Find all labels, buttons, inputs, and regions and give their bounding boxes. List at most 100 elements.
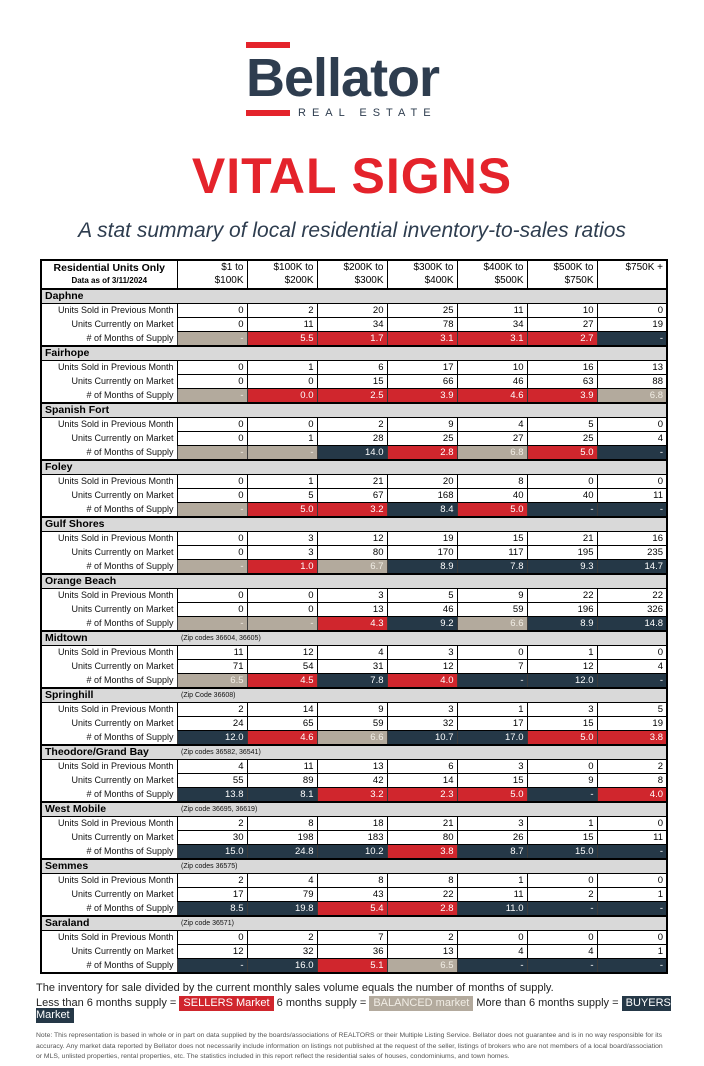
data-cell: 65 — [246, 716, 318, 731]
data-cell: 4 — [246, 873, 318, 888]
area-name: West Mobile — [45, 803, 107, 815]
data-cell: 15 — [526, 830, 598, 845]
supply-cell: 5.5 — [246, 331, 318, 347]
row-label: Units Currently on Market — [71, 946, 174, 956]
data-cell: 0 — [246, 374, 318, 389]
row-label: # of Months of Supply — [86, 389, 174, 400]
supply-cell: - — [526, 502, 598, 518]
row-label: # of Months of Supply — [86, 674, 174, 685]
supply-cell: 24.8 — [246, 844, 318, 860]
area-name: Midtown — [45, 632, 88, 644]
supply-cell: - — [176, 445, 248, 461]
months-supply-row: # of Months of Supply 6.5 4.5 7.8 4.0-12.0- — [41, 673, 668, 689]
months-supply-row: # of Months of Supply -5.5 1.7 3.1 3.1 2.7- — [41, 331, 668, 347]
months-supply-row: # of Months of Supply 15.0 24.8 10.2 3.8 8.7 1… — [41, 844, 668, 860]
data-cell: 1 — [246, 360, 318, 375]
data-cell: 8 — [456, 474, 528, 489]
data-cell: 235 — [596, 545, 668, 560]
supply-cell: - — [526, 901, 598, 917]
data-cell: 3 — [456, 759, 528, 774]
supply-cell: 4.0 — [386, 673, 458, 689]
data-cell: 0 — [176, 545, 248, 560]
sellers-market-badge: SELLERS Market — [179, 996, 274, 1011]
data-cell: 25 — [386, 303, 458, 318]
data-cell: 2 — [526, 887, 598, 902]
vital-signs-table: Residential Units Only Data as of 3/11/20… — [40, 259, 668, 974]
data-cell: 17 — [456, 716, 528, 731]
data-cell: 0 — [176, 488, 248, 503]
supply-cell: - — [596, 844, 668, 860]
supply-cell: 1.0 — [246, 559, 318, 575]
data-cell: 6 — [386, 759, 458, 774]
data-cell: 20 — [386, 474, 458, 489]
area-header-row: Spanish Fort — [41, 402, 667, 418]
supply-cell: 2.7 — [526, 331, 598, 347]
units-on-market-row: Units Currently on Market 0 5 67 168 40 40 11 — [41, 488, 668, 503]
data-cell: 17 — [176, 887, 248, 902]
supply-cell: 4.5 — [246, 673, 318, 689]
data-cell: 8 — [386, 873, 458, 888]
area-header-cell: Spanish Fort — [41, 402, 667, 418]
balanced-market-badge: BALANCED market — [369, 996, 474, 1011]
data-cell: 7 — [456, 659, 528, 674]
supply-cell: - — [596, 673, 668, 689]
data-cell: 4 — [316, 645, 388, 660]
months-supply-row: # of Months of Supply -16.0 5.1 6.5- - - — [41, 958, 668, 974]
supply-cell: 12.0 — [526, 673, 598, 689]
row-label: Units Currently on Market — [71, 604, 174, 614]
months-supply-row: # of Months of Supply -5.0 3.2 8.4 5.0- - — [41, 502, 668, 518]
logo-brand-text: Bellator — [246, 48, 440, 108]
data-cell: 11 — [456, 887, 528, 902]
data-cell: 1 — [596, 887, 668, 902]
row-label: Units Currently on Market — [71, 832, 174, 842]
data-cell: 0 — [246, 588, 318, 603]
data-cell: 168 — [386, 488, 458, 503]
data-cell: 9 — [456, 588, 528, 603]
data-cell: 0 — [176, 930, 248, 945]
data-cell: 80 — [316, 545, 388, 560]
units-on-market-row: Units Currently on Market 17 79 43 22 11 2 1 — [41, 887, 668, 902]
data-cell: 0 — [176, 360, 248, 375]
data-cell: 5 — [246, 488, 318, 503]
supply-cell: 7.8 — [316, 673, 388, 689]
row-label: # of Months of Supply — [86, 446, 174, 457]
supply-cell: 9.3 — [526, 559, 598, 575]
supply-cell: - — [176, 388, 248, 404]
units-sold-row: Units Sold in Previous Month 0 1 6 17 10 16 13 — [41, 360, 668, 375]
units-sold-row: Units Sold in Previous Month 11 12 4 3 0 1 0 — [41, 645, 668, 660]
data-cell: 10 — [456, 360, 528, 375]
area-header-cell: Midtown (Zip codes 36604, 36605) — [41, 630, 667, 646]
supply-cell: 3.8 — [596, 730, 668, 746]
data-cell: 11 — [596, 830, 668, 845]
supply-cell: 12.0 — [176, 730, 248, 746]
data-cell: 1 — [526, 645, 598, 660]
area-header-cell: Saraland (Zip code 36571) — [41, 915, 667, 931]
data-cell: 71 — [176, 659, 248, 674]
data-cell: 30 — [176, 830, 248, 845]
price-range-line1: $1 to — [221, 262, 244, 273]
data-cell: 6 — [316, 360, 388, 375]
area-header-cell: Fairhope — [41, 345, 667, 361]
price-range-line2: $750K — [564, 275, 594, 286]
supply-cell: 4.6 — [246, 730, 318, 746]
area-header-row: Orange Beach — [41, 573, 667, 589]
data-cell: 18 — [316, 816, 388, 831]
row-label: Units Sold in Previous Month — [57, 419, 174, 430]
data-cell: 12 — [526, 659, 598, 674]
supply-cell: 5.0 — [456, 787, 528, 803]
data-cell: 9 — [386, 417, 458, 432]
data-cell: 0 — [526, 873, 598, 888]
supply-cell: 15.0 — [176, 844, 248, 860]
area-header-row: Daphne — [41, 288, 667, 304]
data-cell: 32 — [246, 944, 318, 959]
data-cell: 0 — [176, 474, 248, 489]
row-label: Units Currently on Market — [71, 547, 174, 557]
supply-cell: 6.5 — [176, 673, 248, 689]
area-header-cell: Springhill (Zip Code 36608) — [41, 687, 667, 703]
supply-cell: - — [176, 502, 248, 518]
supply-cell: 2.5 — [316, 388, 388, 404]
supply-cell: 5.0 — [526, 445, 598, 461]
area-name: Springhill — [45, 689, 94, 701]
supply-cell: 6.5 — [386, 958, 458, 974]
data-cell: 2 — [176, 873, 248, 888]
